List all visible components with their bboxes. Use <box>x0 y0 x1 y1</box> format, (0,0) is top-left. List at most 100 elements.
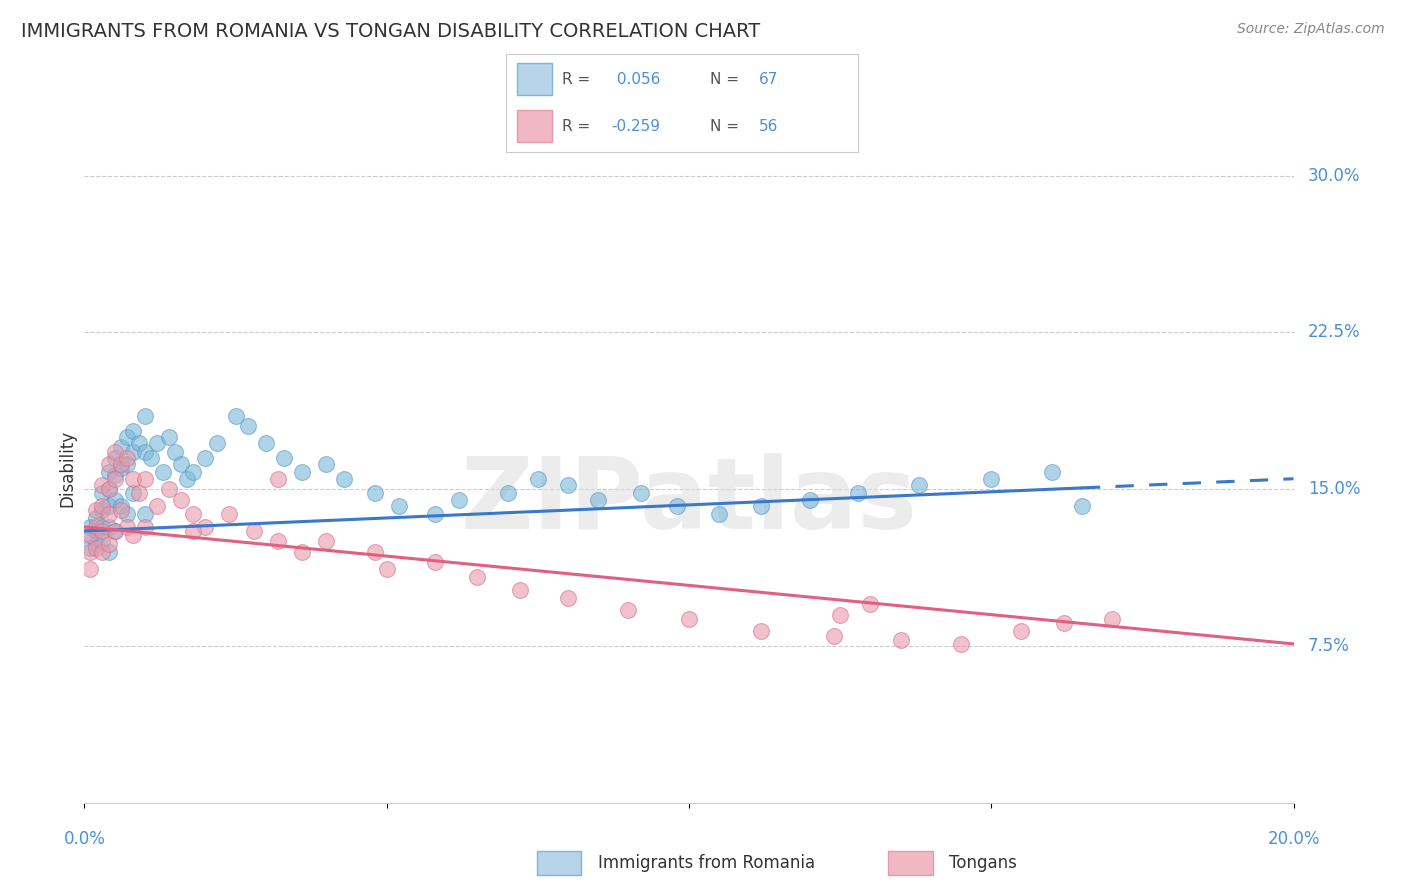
Point <box>134 508 156 522</box>
Point <box>823 628 845 642</box>
Point <box>315 534 337 549</box>
Text: -0.259: -0.259 <box>612 119 661 134</box>
Text: Source: ZipAtlas.com: Source: ZipAtlas.com <box>1237 22 1385 37</box>
Point <box>1101 612 1123 626</box>
Point <box>267 534 290 549</box>
Point <box>315 457 337 471</box>
Point <box>97 520 120 534</box>
Point <box>363 486 385 500</box>
Text: N =: N = <box>710 119 744 134</box>
Point <box>110 441 132 455</box>
Point <box>115 430 138 444</box>
Text: R =: R = <box>562 71 596 87</box>
Point <box>128 436 150 450</box>
Point <box>115 450 138 465</box>
Point <box>617 603 640 617</box>
Point <box>388 499 411 513</box>
Point <box>170 492 193 507</box>
Text: 15.0%: 15.0% <box>1308 480 1361 499</box>
Text: Immigrants from Romania: Immigrants from Romania <box>598 854 814 871</box>
Point <box>86 520 108 534</box>
Point <box>980 472 1002 486</box>
Text: R =: R = <box>562 119 596 134</box>
Point <box>86 524 108 538</box>
Point <box>91 486 114 500</box>
Point <box>557 478 579 492</box>
Point <box>134 520 156 534</box>
FancyBboxPatch shape <box>537 851 581 876</box>
Text: 30.0%: 30.0% <box>1308 167 1361 185</box>
Point <box>665 499 688 513</box>
Point <box>91 534 114 549</box>
Point <box>236 419 259 434</box>
Point <box>588 492 610 507</box>
Text: N =: N = <box>710 71 744 87</box>
Point <box>110 461 132 475</box>
Text: IMMIGRANTS FROM ROMANIA VS TONGAN DISABILITY CORRELATION CHART: IMMIGRANTS FROM ROMANIA VS TONGAN DISABI… <box>21 22 761 41</box>
Point <box>79 528 101 542</box>
Point <box>242 524 264 538</box>
Point <box>115 508 138 522</box>
Point <box>526 472 548 486</box>
Point <box>79 562 101 576</box>
Point <box>751 624 773 639</box>
Point <box>163 444 186 458</box>
Point <box>333 472 356 486</box>
Point <box>97 499 120 513</box>
Point <box>1040 466 1063 480</box>
Point <box>134 409 156 423</box>
Point <box>170 457 193 471</box>
Point <box>363 545 385 559</box>
Text: 0.0%: 0.0% <box>63 830 105 847</box>
Text: 67: 67 <box>759 71 779 87</box>
Point <box>830 607 852 622</box>
Point <box>86 536 108 550</box>
Point <box>121 424 143 438</box>
Point <box>139 450 162 465</box>
Point <box>97 482 120 496</box>
Y-axis label: Disability: Disability <box>58 430 76 507</box>
Point <box>104 524 127 538</box>
Point <box>128 486 150 500</box>
Point <box>950 637 973 651</box>
Point <box>104 467 127 482</box>
Point <box>1053 615 1076 630</box>
Point <box>751 499 773 513</box>
Point <box>91 499 114 513</box>
Point <box>207 436 229 450</box>
Point <box>273 450 295 465</box>
Point <box>79 528 101 542</box>
Point <box>110 499 132 513</box>
Point <box>907 478 929 492</box>
Point <box>91 545 114 559</box>
Point <box>134 472 156 486</box>
Point <box>1071 499 1094 513</box>
Point <box>181 524 204 538</box>
Point <box>110 457 132 471</box>
Point <box>194 450 217 465</box>
Text: Tongans: Tongans <box>949 854 1017 871</box>
Point <box>375 562 398 576</box>
Point <box>890 632 912 647</box>
Text: 20.0%: 20.0% <box>1267 830 1320 847</box>
Text: 7.5%: 7.5% <box>1308 637 1350 655</box>
Point <box>146 499 169 513</box>
Point <box>91 524 114 538</box>
Point <box>146 436 169 450</box>
Point <box>846 486 869 500</box>
Point <box>157 430 180 444</box>
Point <box>134 444 156 458</box>
Point <box>121 444 143 458</box>
Point <box>97 508 120 522</box>
Point <box>467 570 489 584</box>
Point <box>799 492 821 507</box>
Point <box>218 508 240 522</box>
Point <box>79 545 101 559</box>
Point <box>157 482 180 496</box>
Point <box>181 466 204 480</box>
Point <box>423 508 446 522</box>
Point <box>115 520 138 534</box>
Point <box>91 503 114 517</box>
Point <box>97 457 120 471</box>
Point <box>176 472 198 486</box>
